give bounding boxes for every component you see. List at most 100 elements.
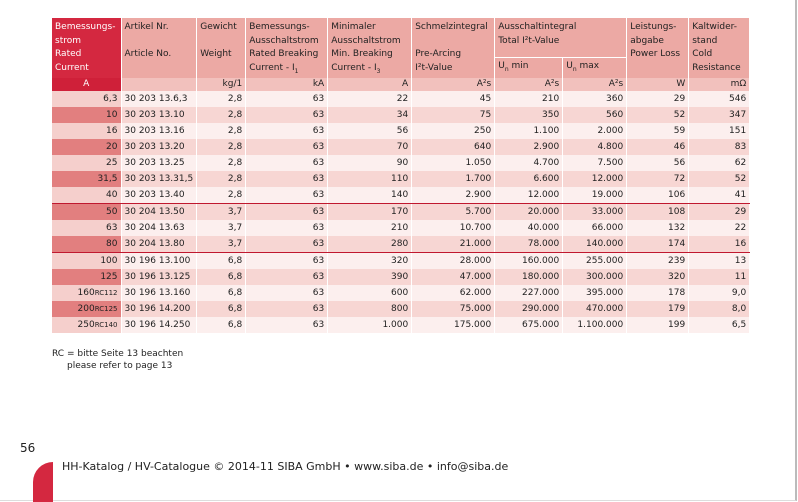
current-value: 50 [106,206,118,217]
data-cell: 170 [327,203,413,220]
current-value: 125 [100,271,118,282]
header-cell: Kaltwider-stand Cold Resistance [688,18,751,78]
footer: HH-Katalog / HV-Catalogue © 2014-11 SIBA… [62,460,509,473]
data-cell: 45 [411,90,496,107]
data-cell: 34 [327,106,413,123]
header-line: abgabe [630,35,664,46]
data-cell: 640 [411,138,496,155]
data-cell: 140 [327,186,413,204]
current-cell: 200RC125 [52,300,122,317]
data-cell: 63 [245,219,329,236]
data-row: 250RC140 30 196 14.250 6,8 63 1.000 175.000 67… [52,316,751,333]
footnote-line: please refer to page 13 [67,361,173,371]
data-cell: 3,7 [196,235,247,253]
unit-cell [121,77,198,91]
data-cell: 6,8 [196,252,247,269]
header-cell: Bemessungs-strom Rated Current [52,18,122,78]
header-line: I²t-Value [415,62,453,73]
unit-cell: A [327,77,413,91]
footnote: RC = bitte Seite 13 beachten please refe… [52,348,183,372]
data-cell: 7.500 [562,154,628,171]
data-cell: 6,8 [196,316,247,333]
header-line: stand [692,35,718,46]
data-cell: 10.700 [411,219,496,236]
header-cell: Gewicht Weight [196,18,247,78]
data-cell: 6,8 [196,268,247,285]
data-cell: 390 [327,268,413,285]
data-cell: 180.000 [494,268,564,285]
data-cell: 12.000 [562,170,628,187]
data-cell: 63 [245,284,329,301]
data-cell: 227.000 [494,284,564,301]
header-subscript: 1 [294,67,299,75]
header-text: max [576,60,600,71]
header-de: Gewicht [200,21,242,48]
data-cell: 83 [688,138,751,155]
rc-note: RC112 [94,288,118,297]
current-value: 16 [106,125,118,136]
current-value: 25 [106,157,118,168]
current-value: 250 [77,319,95,330]
header-line: Schmelzintegral [415,22,488,32]
header-line: Un min [498,60,559,76]
current-value: 200 [77,303,95,314]
data-cell: 106 [626,186,690,204]
data-cell: 239 [626,252,690,269]
data-cell: 59 [626,122,690,139]
current-value: 100 [100,255,118,266]
data-cell: 560 [562,106,628,123]
unit-cell: mΩ [688,77,751,91]
header-line: Power Loss [630,49,681,59]
header-line: Article No. [124,49,172,59]
header-cell: Ausschaltintegral Total I²t-Value [494,18,628,58]
data-cell: 41 [688,186,751,204]
data-row: 63 30 204 13.63 3,7 63 210 10.700 40.000 66.000… [52,219,751,236]
header-line: Resistance [692,62,741,73]
data-table: Bemessungs-strom Rated Current Artikel Nr. A… [52,18,751,333]
data-cell: 90 [327,154,413,171]
data-cell: 179 [626,300,690,317]
data-cell: 395.000 [562,284,628,301]
current-value: 40 [106,189,118,200]
data-cell: 63 [245,154,329,171]
data-cell: 800 [327,300,413,317]
sub-header-cell: Un min [494,56,564,78]
data-cell: 56 [327,122,413,139]
data-cell: 30 196 13.125 [121,268,198,285]
current-cell: 10 [52,106,122,123]
header-line: Minimaler [331,22,376,32]
data-cell: 250 [411,122,496,139]
current-cell: 20 [52,138,122,155]
header-subscript: 3 [376,67,381,75]
data-cell: 63 [245,316,329,333]
data-cell: 63 [245,122,329,139]
header-cell: Leistungs-abgabe Power Loss [626,18,690,78]
current-value: 63 [106,222,118,233]
page-number: 56 [20,441,36,455]
header-subscript: n [504,65,509,73]
header-line: Gewicht [200,22,237,32]
data-cell: 63 [245,106,329,123]
rc-note: RC125 [94,304,118,313]
header-row: Bemessungs-strom Rated Current Artikel Nr. A… [52,18,751,78]
header-cell: Bemessungs- Ausschaltstrom Rated Breaking C… [245,18,329,78]
data-cell: 30 203 13.10 [121,106,198,123]
header-line: Kaltwider- [692,22,737,32]
data-cell: 46 [626,138,690,155]
header-text: Current - I [331,62,377,73]
data-cell: 75 [411,106,496,123]
header-line: Cold [692,49,713,59]
header-de: Schmelzintegral [415,21,491,48]
data-cell: 6.600 [494,170,564,187]
data-cell: 255.000 [562,252,628,269]
data-cell: 63 [245,268,329,285]
current-cell: 80 [52,235,122,253]
data-cell: 350 [494,106,564,123]
header-line: Artikel Nr. [124,22,169,32]
data-cell: 2,8 [196,154,247,171]
current-value: 6,3 [103,93,118,104]
data-cell: 12.000 [494,186,564,204]
data-cell: 2,8 [196,170,247,187]
data-row: 50 30 204 13.50 3,7 63 170 5.700 20.000 33.000 1… [52,203,751,220]
